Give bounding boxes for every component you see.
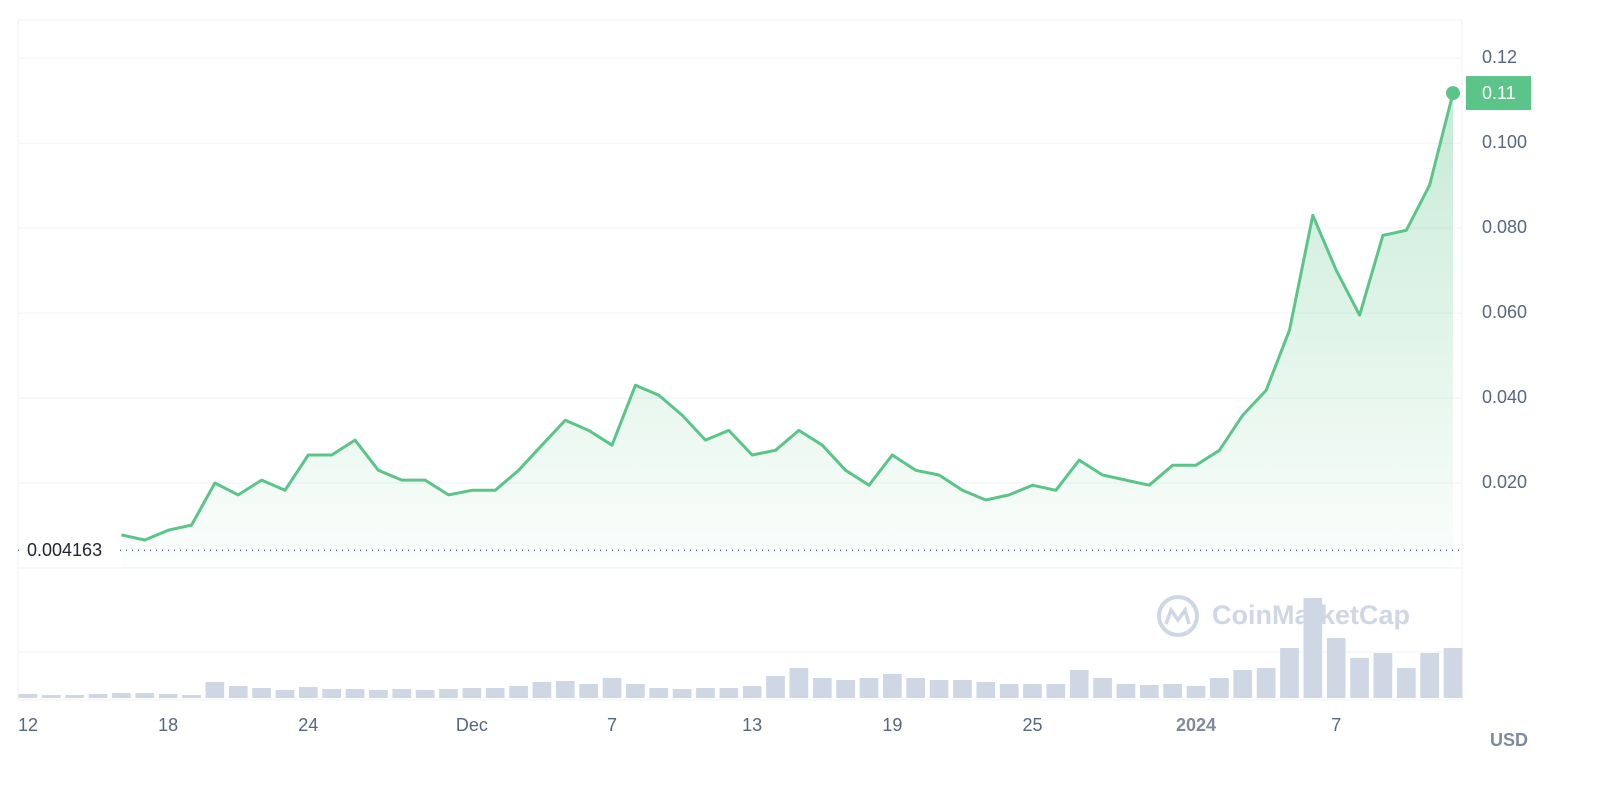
x-tick-label: 7 — [1331, 715, 1341, 735]
volume-bar — [228, 686, 248, 698]
volume-bar — [439, 689, 458, 698]
volume-bar — [1373, 653, 1393, 698]
current-price-label: 0.11 — [1482, 83, 1516, 103]
volume-bar — [859, 678, 879, 698]
volume-bar — [1093, 678, 1112, 698]
volume-bar — [812, 678, 832, 698]
x-tick-label: 13 — [742, 715, 762, 735]
volume-bar — [696, 688, 715, 698]
volume-bar — [929, 680, 949, 698]
volume-bar — [719, 688, 739, 698]
volume-bar — [135, 693, 155, 698]
volume-bar — [345, 689, 365, 698]
volume-bar — [1116, 684, 1136, 698]
x-tick-label: 18 — [158, 715, 178, 735]
volume-bar — [415, 690, 435, 698]
volume-bar — [649, 688, 669, 698]
watermark: CoinMarketCap — [1157, 595, 1410, 637]
volume-bar — [1233, 670, 1253, 698]
volume-bar — [1046, 684, 1066, 698]
volume-bar — [182, 695, 201, 698]
x-tick-label: Dec — [456, 715, 488, 735]
volume-bar — [1443, 648, 1463, 698]
volume-bar — [18, 694, 38, 698]
volume-bar — [1303, 598, 1323, 698]
volume-bar — [532, 682, 552, 698]
volume-bar — [1186, 686, 1206, 698]
volume-bar — [485, 688, 505, 698]
volume-bar — [158, 694, 178, 698]
plot-frame — [17, 19, 1463, 701]
volume-bar — [579, 684, 598, 698]
volume-bar — [392, 689, 412, 698]
current-price-badge — [1466, 76, 1531, 111]
volume-bar — [672, 689, 692, 698]
volume-bar — [369, 690, 388, 698]
x-tick-label: 19 — [882, 715, 902, 735]
volume-bar — [766, 676, 785, 698]
volume-bar — [999, 684, 1019, 698]
y-tick-label: 0.020 — [1482, 472, 1527, 492]
volume-bar — [1069, 670, 1089, 698]
volume-bar — [906, 678, 926, 698]
volume-bar — [836, 680, 855, 698]
y-tick-label: 0.080 — [1482, 217, 1527, 237]
volume-bar — [205, 682, 225, 698]
current-price-dot — [1446, 86, 1460, 101]
volume-bar — [789, 668, 809, 698]
volume-bar — [65, 695, 85, 698]
volume-bar — [1396, 668, 1416, 698]
volume-bar — [252, 688, 271, 698]
volume-bar — [742, 686, 762, 698]
x-tick-label: 7 — [607, 715, 617, 735]
x-tick-label: 2024 — [1176, 715, 1216, 735]
volume-bar — [1280, 648, 1299, 698]
volume-bar — [1023, 684, 1042, 698]
volume-bar — [953, 680, 972, 698]
volume-bar — [42, 695, 61, 698]
volume-bar — [298, 687, 318, 698]
volume-bar — [322, 689, 342, 698]
volume-bar — [1256, 668, 1276, 698]
volume-bar — [1350, 658, 1369, 698]
volume-bar — [555, 681, 575, 698]
volume-bar — [602, 678, 622, 698]
volume-bar — [1163, 684, 1183, 698]
reference-label: 0.004163 — [27, 540, 102, 560]
volume-bar — [1326, 638, 1346, 698]
volume-bar — [275, 690, 295, 698]
volume-bar — [112, 693, 131, 698]
x-tick-label: 24 — [298, 715, 318, 735]
x-tick-label: 12 — [18, 715, 38, 735]
x-tick-label: 25 — [1022, 715, 1042, 735]
volume-bar — [626, 684, 645, 698]
price-area — [121, 93, 1453, 568]
reference-label-bg — [22, 537, 120, 564]
y-tick-label: 0.040 — [1482, 387, 1527, 407]
volume-bar — [1420, 653, 1439, 698]
y-tick-label: 0.060 — [1482, 302, 1527, 322]
volume-bar — [1210, 678, 1229, 698]
volume-bar — [462, 688, 482, 698]
currency-label: USD — [1490, 730, 1528, 750]
y-tick-label: 0.100 — [1482, 132, 1527, 152]
volume-bar — [1139, 685, 1159, 698]
volume-bar — [509, 686, 528, 698]
volume-bar — [883, 674, 902, 698]
y-tick-label: 0.12 — [1482, 47, 1517, 67]
volume-bar — [976, 682, 996, 698]
price-line — [121, 92, 1455, 542]
volume-bar — [88, 694, 108, 698]
